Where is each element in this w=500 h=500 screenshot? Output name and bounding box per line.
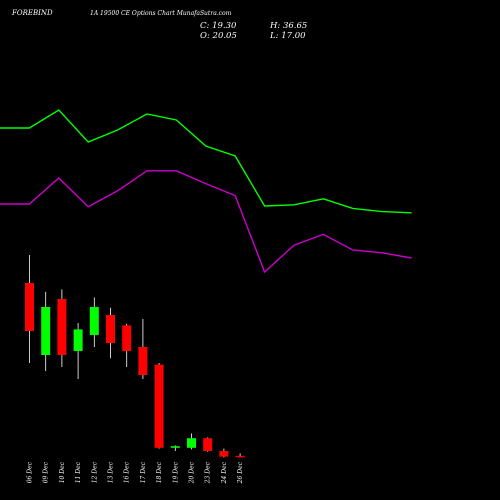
candle-body (73, 329, 83, 351)
candle-body (187, 438, 196, 448)
x-tick-label: 17 Dec (140, 461, 147, 483)
x-tick-label: 19 Dec (172, 461, 179, 483)
x-tick-label: 18 Dec (156, 461, 163, 483)
candle-5 (89, 297, 99, 347)
candle-body (106, 315, 115, 343)
candle-body (219, 451, 229, 457)
candle-13 (219, 448, 229, 458)
candle-body (235, 455, 245, 458)
candle-7 (122, 323, 132, 367)
x-tick-label: 09 Dec (43, 461, 50, 483)
indicator-lines (0, 109, 412, 274)
candle-body (57, 299, 67, 355)
candle-body (25, 283, 34, 331)
x-tick-label: 20 Dec (189, 461, 196, 484)
x-tick-label: 24 Dec (221, 461, 228, 484)
x-tick-label: 11 Dec (75, 461, 82, 483)
candle-2 (41, 291, 51, 371)
candle-12 (203, 437, 213, 452)
candle-body (122, 325, 132, 351)
candle-6 (106, 307, 115, 359)
candle-body (138, 347, 148, 375)
candle-3 (57, 289, 67, 367)
candle-1 (25, 255, 34, 363)
x-tick-label: 12 Dec (91, 461, 98, 483)
x-tick-label: 23 Dec (205, 461, 212, 484)
candlesticks (25, 255, 245, 458)
candle-11 (187, 433, 196, 450)
chart-subtitle: 1A 19500 CE Options Chart MunafaSutra.co… (90, 10, 232, 17)
candle-body (154, 364, 164, 448)
x-tick-label: 10 Dec (59, 461, 66, 483)
candle-8 (138, 319, 148, 379)
close-label: C: 19.30 (200, 21, 237, 31)
indicator-line-2 (0, 170, 412, 274)
low-label: L: 17.00 (269, 31, 306, 41)
candle-9 (154, 363, 164, 449)
candle-body (89, 307, 99, 335)
x-tick-label: 06 Dec (27, 461, 34, 483)
x-tick-label: 26 Dec (237, 461, 244, 484)
indicator-line-1 (0, 109, 412, 214)
candle-body (41, 307, 51, 355)
candle-4 (73, 323, 83, 379)
candle-body (170, 446, 180, 448)
candle-body (203, 438, 213, 451)
candle-14 (235, 453, 245, 458)
x-axis-labels: 06 Dec 09 Dec 10 Dec 11 Dec 12 Dec 13 Dec 16 D… (27, 461, 245, 484)
open-label: O: 20.05 (200, 31, 237, 41)
high-label: H: 36.65 (269, 21, 307, 31)
chart-symbol: FOREBIND (11, 9, 53, 17)
candle-10 (170, 445, 180, 451)
x-tick-label: 13 Dec (108, 461, 115, 483)
x-tick-label: 16 Dec (124, 461, 131, 483)
